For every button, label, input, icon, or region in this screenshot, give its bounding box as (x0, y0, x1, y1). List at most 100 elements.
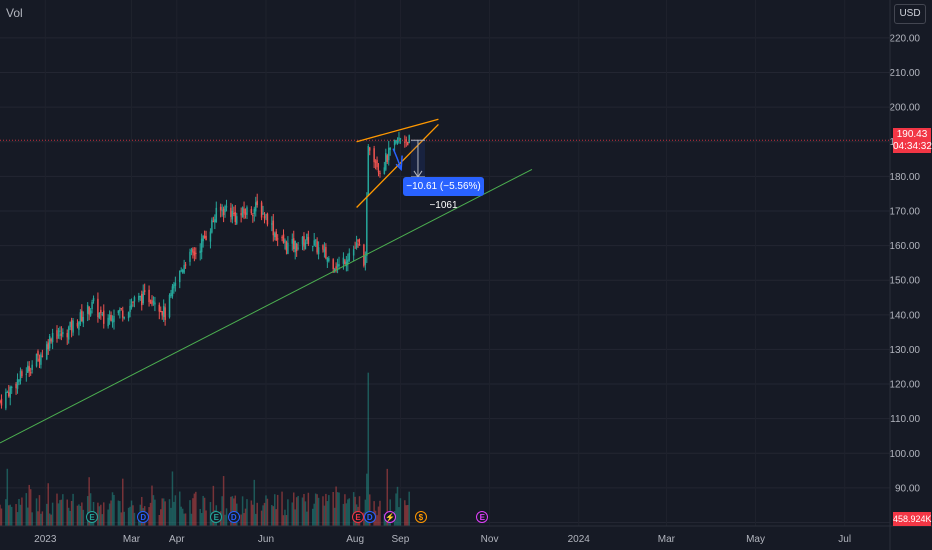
volume-bar (271, 505, 273, 526)
candle-body (307, 237, 310, 245)
candle-body (399, 138, 402, 140)
volume-bar (38, 495, 41, 526)
candle-body (31, 364, 33, 370)
candle-body (393, 139, 396, 146)
candle-body (303, 236, 305, 247)
candle-body (16, 379, 19, 389)
candle-body (386, 155, 389, 162)
volume-bar (292, 492, 295, 526)
volume-bar (284, 509, 286, 526)
candle-body (276, 238, 279, 240)
volume-bar (304, 501, 307, 526)
candle-body (40, 354, 42, 365)
candle-body (151, 299, 153, 305)
candle-body (367, 146, 370, 196)
volume-indicator-label[interactable]: Vol (6, 6, 23, 20)
candle-body (91, 301, 93, 310)
y-tick-label: 110.00 (890, 414, 920, 425)
candle-body (235, 216, 238, 224)
event-badge-dividend[interactable]: D (137, 511, 150, 523)
volume-bar (25, 493, 28, 526)
candle-body (205, 235, 207, 241)
candle-body (211, 219, 213, 233)
volume-bar (10, 506, 13, 526)
volume-bar (252, 504, 254, 526)
candle-body (56, 330, 58, 339)
candle-body (389, 147, 391, 150)
volume-bar (111, 492, 114, 526)
candle-body (224, 206, 226, 213)
candle-body (62, 332, 64, 334)
x-tick-label: Nov (481, 534, 499, 545)
event-badge-dividend_upcoming[interactable]: $ (414, 511, 427, 523)
volume-bar (203, 497, 206, 526)
volume-bar (404, 500, 406, 526)
candle-body (129, 305, 131, 313)
y-tick-label: 170.00 (889, 206, 920, 217)
volume-bar (160, 509, 162, 526)
candle-body (67, 327, 70, 340)
candle-body (230, 207, 232, 217)
candle-body (328, 258, 330, 262)
volume-bar (202, 495, 204, 526)
candle-body (168, 294, 171, 318)
candle-body (225, 206, 228, 208)
volume-bar (57, 503, 60, 526)
volume-bar (314, 493, 317, 526)
volume-bar (0, 504, 1, 526)
event-badge-earnings_upcoming[interactable]: E (476, 511, 489, 523)
volume-bar (199, 508, 201, 526)
volume-bar (282, 515, 285, 526)
candle-body (291, 238, 294, 244)
volume-bar (161, 498, 163, 526)
volume-bar (347, 499, 349, 526)
currency-button[interactable]: USD (894, 4, 926, 24)
candle-body (348, 252, 351, 261)
candle-body (190, 249, 193, 252)
volume-bar (275, 509, 277, 526)
candle-body (181, 269, 184, 273)
event-badge-earnings[interactable]: E (210, 511, 223, 523)
candle-body (231, 210, 234, 220)
candle-body (326, 258, 329, 262)
candle-body (322, 245, 324, 250)
candle-body (141, 293, 143, 306)
candle-body (35, 353, 38, 367)
candle-body (148, 289, 150, 303)
event-badge-dividend[interactable]: D (363, 511, 376, 523)
volume-bar (158, 514, 161, 526)
volume-bar (110, 500, 112, 526)
measure-label[interactable]: −10.61 (−5.56%) −1061 (403, 177, 484, 211)
volume-bar (162, 498, 165, 526)
y-tick-label: 120.00 (889, 380, 920, 391)
y-tick-label: 150.00 (889, 276, 920, 287)
volume-bar (6, 468, 9, 526)
volume-bar (179, 491, 181, 526)
candle-body (364, 256, 367, 265)
volume-bar (281, 491, 283, 526)
candle-body (50, 339, 52, 342)
candle-body (332, 259, 334, 270)
volume-bar (79, 505, 82, 526)
volume-bar (225, 508, 228, 526)
event-badge-earnings[interactable]: E (86, 511, 99, 523)
volume-bar (50, 514, 52, 526)
volume-bar (27, 507, 29, 526)
volume-bar (256, 502, 258, 526)
y-tick-label: 200.00 (889, 103, 920, 114)
candle-body (120, 308, 123, 310)
event-badge-earnings[interactable]: E (352, 511, 365, 523)
event-badge-split[interactable]: ⚡ (384, 511, 397, 523)
candle-body (189, 251, 191, 262)
volume-bar (108, 503, 111, 526)
candle-body (214, 219, 216, 223)
volume-bar (9, 504, 11, 526)
candle-body (179, 270, 181, 283)
candle-body (215, 207, 218, 223)
event-badge-dividend[interactable]: D (227, 511, 240, 523)
candle-body (368, 147, 371, 151)
volume-bar (173, 501, 175, 526)
volume-bar (317, 497, 320, 526)
candle-body (70, 320, 73, 331)
